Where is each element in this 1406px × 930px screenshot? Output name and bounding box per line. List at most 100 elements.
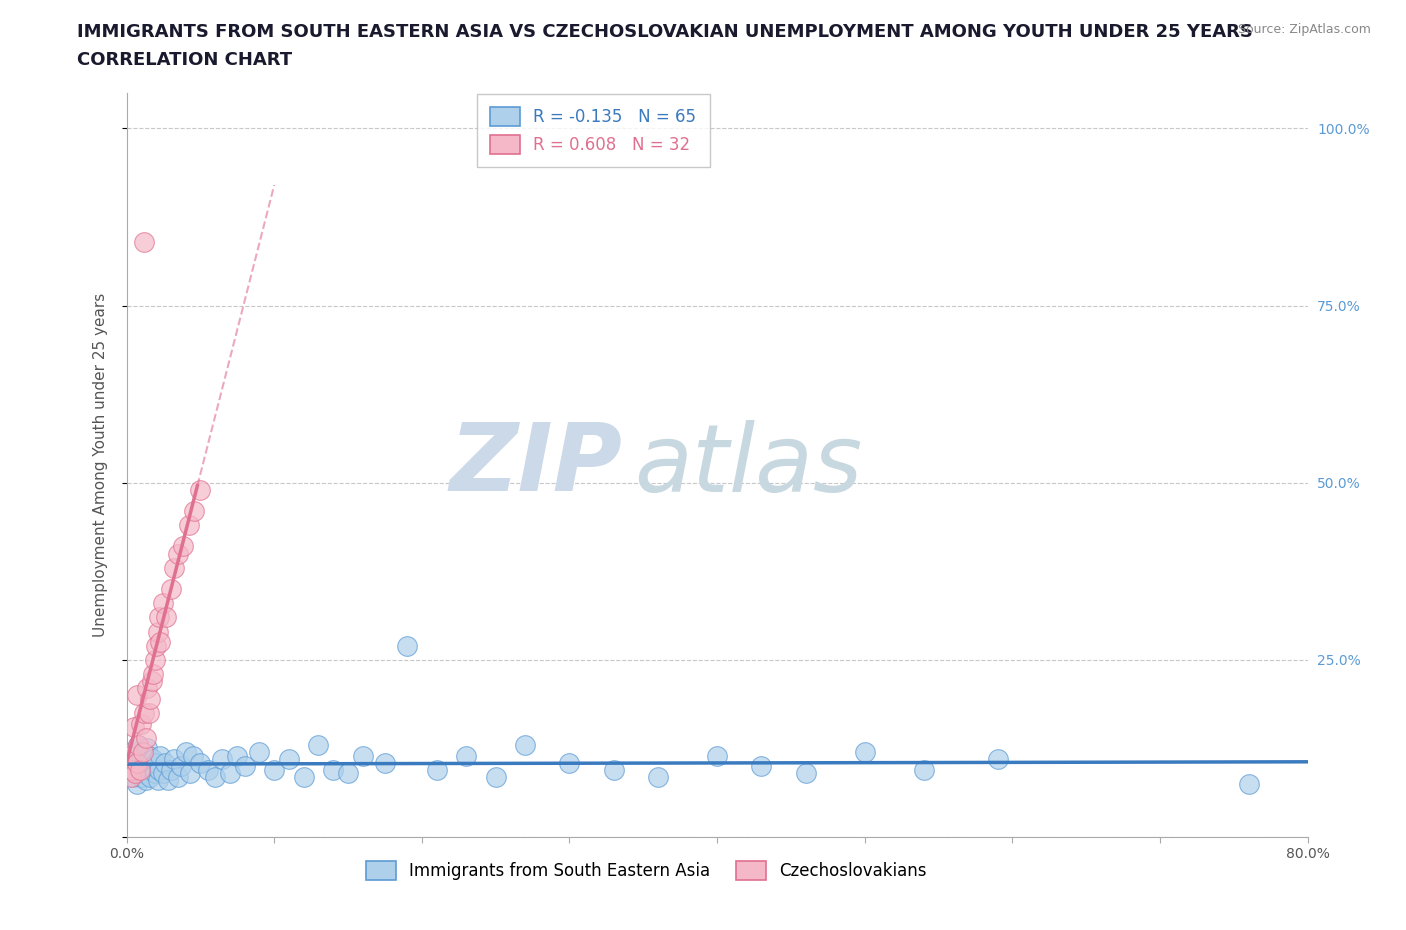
Text: IMMIGRANTS FROM SOUTH EASTERN ASIA VS CZECHOSLOVAKIAN UNEMPLOYMENT AMONG YOUTH U: IMMIGRANTS FROM SOUTH EASTERN ASIA VS CZ… [77, 23, 1253, 41]
Point [374, 755, 396, 770]
Point [118, 748, 141, 763]
Point [146, 624, 169, 639]
Point [129, 716, 153, 731]
Point [226, 748, 249, 763]
Point [135, 730, 157, 745]
Point [292, 769, 315, 784]
Point [197, 763, 219, 777]
Point [136, 681, 159, 696]
Point [172, 539, 194, 554]
Point [132, 745, 155, 760]
Point [425, 763, 447, 777]
Point [167, 769, 190, 784]
Point [139, 769, 162, 784]
Point [188, 755, 212, 770]
Point [128, 763, 150, 777]
Point [125, 751, 148, 766]
Point [145, 638, 167, 653]
Point [263, 763, 285, 777]
Point [278, 751, 301, 766]
Point [211, 751, 233, 766]
Point [853, 745, 876, 760]
Point [145, 755, 167, 770]
Point [396, 638, 419, 653]
Point [794, 765, 817, 780]
Point [603, 763, 626, 777]
Point [143, 653, 166, 668]
Point [120, 769, 142, 784]
Point [308, 737, 330, 752]
Point [149, 634, 172, 649]
Point [127, 737, 149, 752]
Text: CORRELATION CHART: CORRELATION CHART [77, 51, 292, 69]
Point [134, 755, 156, 770]
Point [143, 765, 166, 780]
Point [138, 748, 160, 763]
Point [149, 748, 172, 763]
Point [987, 751, 1010, 766]
Point [153, 755, 176, 770]
Point [1237, 777, 1260, 791]
Point [148, 610, 170, 625]
Point [183, 504, 205, 519]
Point [121, 745, 143, 760]
Point [484, 769, 508, 784]
Point [125, 688, 148, 703]
Point [706, 748, 728, 763]
Point [125, 755, 148, 770]
Point [152, 765, 174, 780]
Point [134, 706, 156, 721]
Point [163, 751, 186, 766]
Point [132, 765, 155, 780]
Point [141, 759, 163, 774]
Point [138, 763, 160, 777]
Point [156, 773, 179, 788]
Point [170, 759, 193, 774]
Legend: Immigrants from South Eastern Asia, Czechoslovakians: Immigrants from South Eastern Asia, Czec… [357, 852, 935, 888]
Point [129, 748, 153, 763]
Point [174, 745, 197, 760]
Point [167, 546, 190, 561]
Point [912, 763, 935, 777]
Point [219, 765, 242, 780]
Point [121, 763, 143, 777]
Point [127, 737, 149, 752]
Point [751, 759, 773, 774]
Point [141, 673, 163, 688]
Point [120, 763, 142, 777]
Point [122, 769, 145, 784]
Point [352, 748, 374, 763]
Point [647, 769, 669, 784]
Text: atlas: atlas [634, 419, 863, 511]
Point [233, 759, 256, 774]
Point [155, 610, 177, 625]
Point [125, 777, 148, 791]
Point [160, 763, 183, 777]
Text: ZIP: ZIP [450, 419, 623, 511]
Point [152, 596, 174, 611]
Point [136, 741, 159, 756]
Point [124, 759, 146, 774]
Point [148, 763, 170, 777]
Point [249, 745, 271, 760]
Point [188, 483, 212, 498]
Point [124, 765, 146, 780]
Point [142, 751, 165, 766]
Point [122, 720, 145, 735]
Point [181, 748, 204, 763]
Point [322, 763, 344, 777]
Point [204, 769, 226, 784]
Y-axis label: Unemployment Among Youth under 25 years: Unemployment Among Youth under 25 years [93, 293, 108, 637]
Point [139, 691, 162, 706]
Point [179, 765, 201, 780]
Point [558, 755, 581, 770]
Point [129, 769, 153, 784]
Point [177, 518, 200, 533]
Text: Source: ZipAtlas.com: Source: ZipAtlas.com [1237, 23, 1371, 36]
Point [515, 737, 537, 752]
Point [456, 748, 478, 763]
Point [138, 706, 160, 721]
Point [163, 560, 186, 575]
Point [128, 763, 150, 777]
Point [135, 773, 157, 788]
